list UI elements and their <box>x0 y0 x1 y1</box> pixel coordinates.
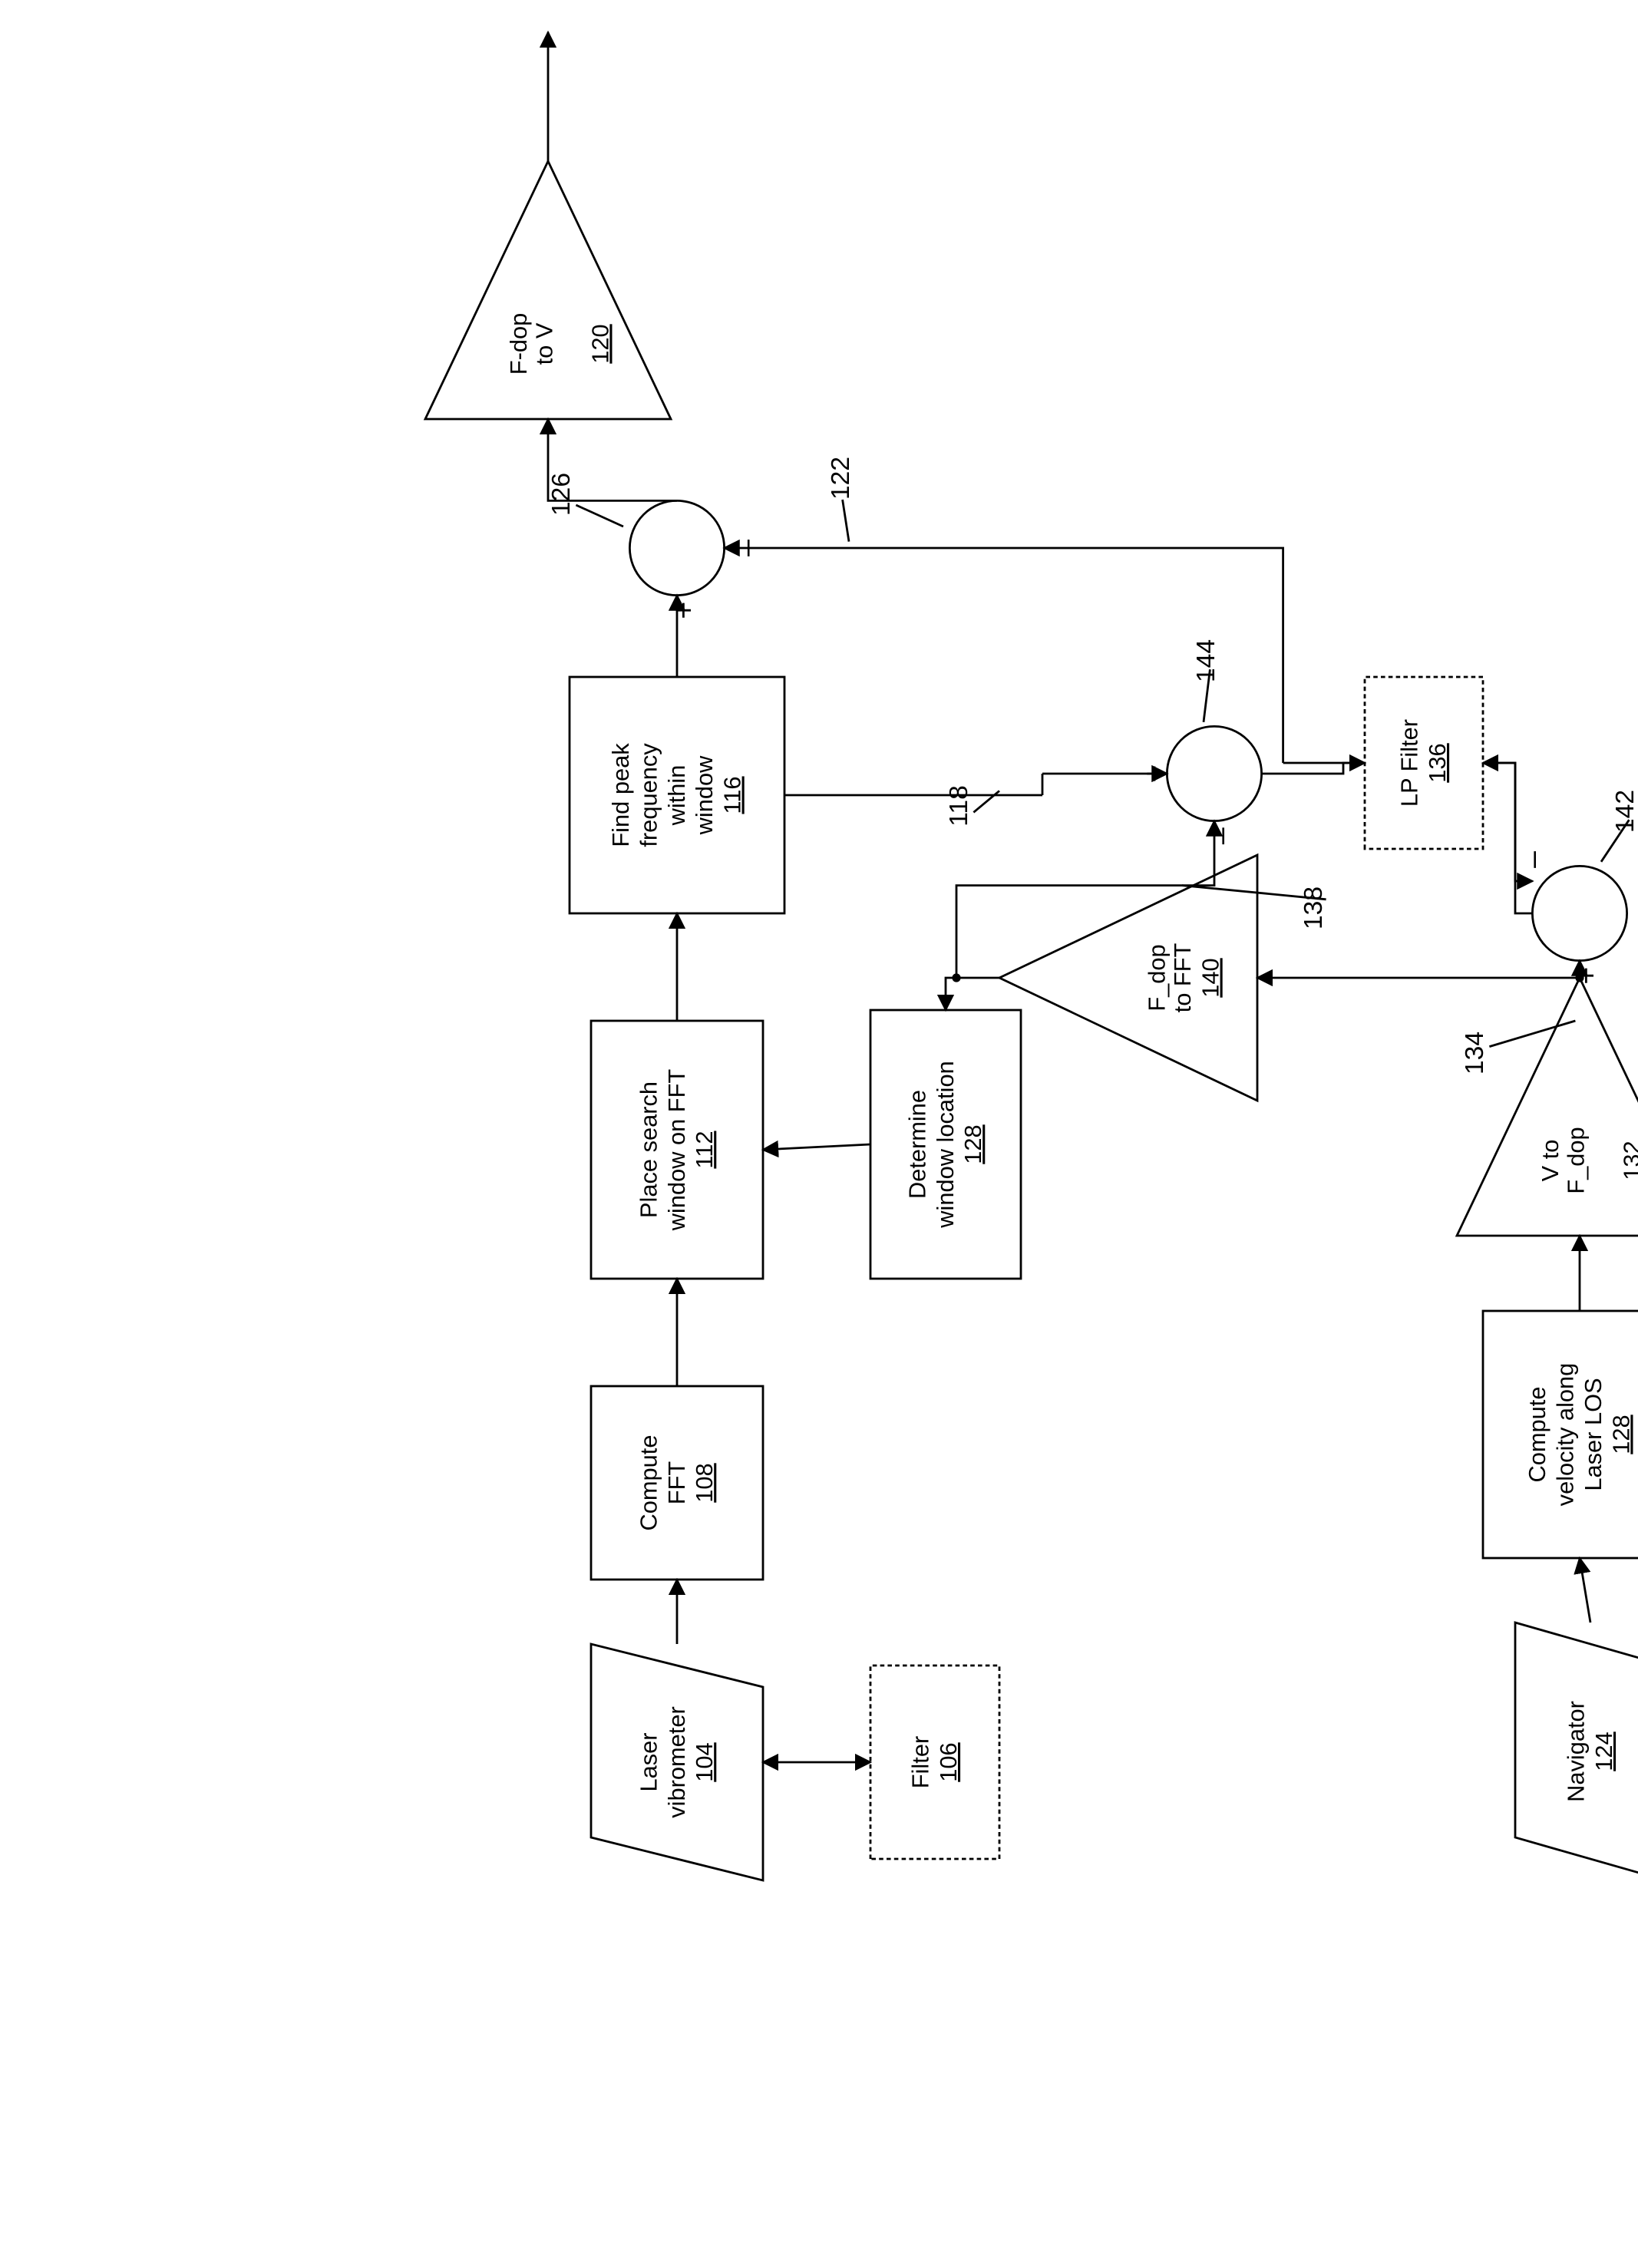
svg-text:140: 140 <box>1197 958 1224 997</box>
svg-text:126: 126 <box>547 473 576 516</box>
svg-text:vibrometer: vibrometer <box>663 1706 690 1817</box>
svg-text:Place search: Place search <box>635 1081 662 1218</box>
svg-text:Navigator: Navigator <box>1563 1701 1590 1802</box>
svg-text:+: + <box>1570 967 1603 985</box>
connector <box>946 978 956 1010</box>
svg-text:138: 138 <box>1300 886 1328 929</box>
svg-text:FFT: FFT <box>663 1461 690 1505</box>
svg-text:Compute: Compute <box>1524 1387 1550 1483</box>
svg-text:142: 142 <box>1611 790 1638 833</box>
svg-text:V to: V to <box>1537 1140 1564 1182</box>
svg-text:120: 120 <box>586 324 613 363</box>
svg-text:112: 112 <box>691 1131 718 1168</box>
svg-text:frequency: frequency <box>635 743 662 847</box>
sum-142 <box>1532 866 1626 960</box>
svg-text:106: 106 <box>935 1742 962 1781</box>
sum-144 <box>1167 726 1261 820</box>
svg-text:118: 118 <box>945 785 973 827</box>
svg-text:window on FFT: window on FFT <box>663 1069 690 1232</box>
svg-text:+: + <box>668 602 701 619</box>
svg-text:window: window <box>691 755 718 835</box>
svg-text:–: – <box>1517 851 1550 868</box>
connector <box>1580 1558 1590 1623</box>
connector <box>843 500 849 542</box>
svg-text:Laser: Laser <box>635 1732 662 1791</box>
svg-text:128: 128 <box>959 1124 986 1164</box>
svg-text:Laser LOS: Laser LOS <box>1580 1378 1607 1491</box>
svg-text:F_dop: F_dop <box>1563 1127 1590 1193</box>
connector <box>1483 763 1532 913</box>
sum-126 <box>629 500 724 595</box>
svg-text:–: – <box>1205 827 1238 844</box>
svg-text:144: 144 <box>1192 639 1220 682</box>
svg-text:Determine: Determine <box>903 1090 930 1199</box>
triangle-132 <box>1457 978 1638 1236</box>
svg-text:Find peak: Find peak <box>607 743 634 847</box>
connector <box>1262 763 1365 774</box>
svg-text:104: 104 <box>691 1742 718 1781</box>
svg-text:122: 122 <box>827 457 855 500</box>
svg-text:within: within <box>663 765 690 827</box>
svg-text:108: 108 <box>691 1463 718 1502</box>
svg-text:velocity along: velocity along <box>1552 1363 1579 1507</box>
triangle-120 <box>425 161 671 419</box>
svg-text:LP Filter: LP Filter <box>1396 719 1423 807</box>
svg-text:Compute: Compute <box>635 1435 662 1531</box>
svg-text:F-dop: F-dop <box>505 313 532 375</box>
svg-text:134: 134 <box>1461 1032 1489 1075</box>
svg-text:136: 136 <box>1424 743 1451 782</box>
svg-text:F_dop: F_dop <box>1144 944 1171 1011</box>
svg-text:124: 124 <box>1590 1732 1617 1771</box>
svg-text:window location: window location <box>932 1061 959 1228</box>
svg-text:Filter: Filter <box>907 1736 934 1788</box>
svg-text:128: 128 <box>1607 1415 1634 1454</box>
svg-text:132: 132 <box>1618 1141 1638 1180</box>
connector <box>576 505 623 527</box>
svg-text:116: 116 <box>719 776 746 814</box>
connector <box>763 1144 870 1150</box>
svg-text:to FFT: to FFT <box>1169 943 1196 1012</box>
svg-text:to V: to V <box>531 322 558 365</box>
